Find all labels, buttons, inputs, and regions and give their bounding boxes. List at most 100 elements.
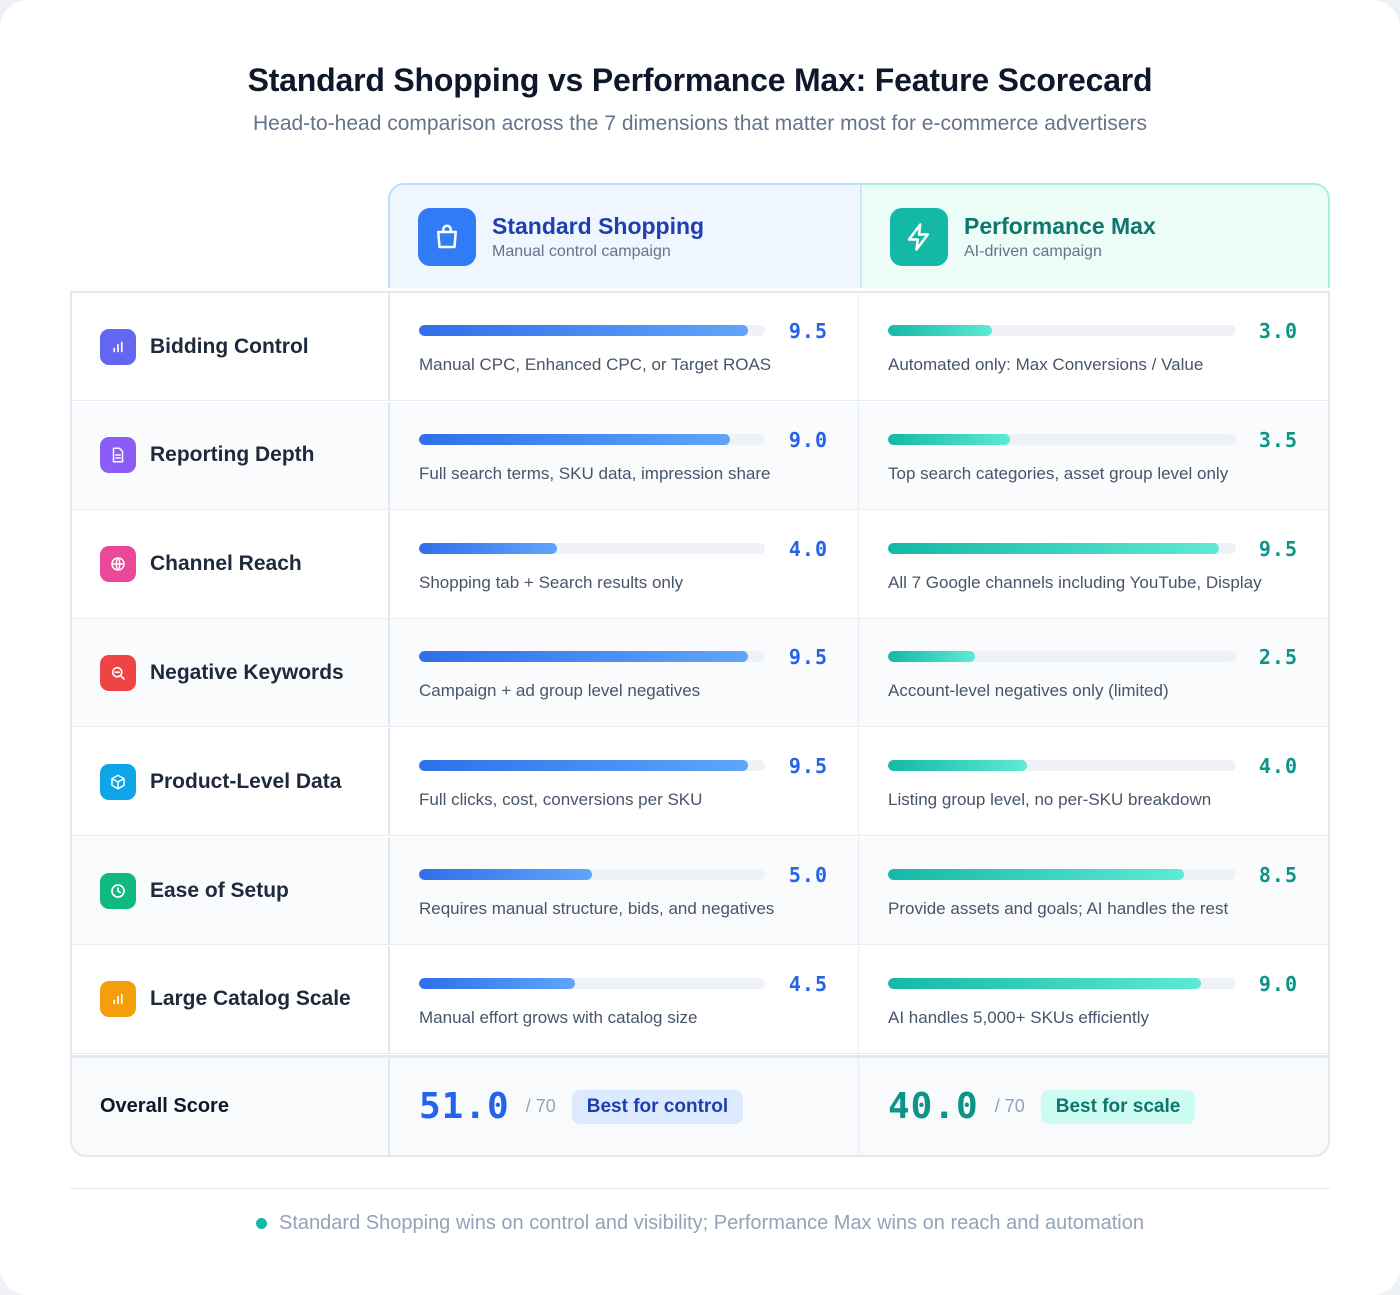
score-note: Automated only: Max Conversions / Value <box>888 355 1204 374</box>
pmax-score-cell: 2.5 Account-level negatives only (limited… <box>859 619 1328 726</box>
overall-score-row: Overall Score 51.0 / 70 Best for control… <box>72 1055 1328 1155</box>
pmax-score-cell: 8.5 Provide assets and goals; AI handles … <box>859 837 1328 944</box>
standard-score-cell: 5.0 Requires manual structure, bids, and … <box>390 837 859 944</box>
standard-score-cell: 9.5 Full clicks, cost, conversions per SK… <box>390 728 859 836</box>
document-icon <box>100 437 136 474</box>
standard-total-score: 51.0 <box>419 1086 510 1127</box>
score-bar-track <box>419 869 765 880</box>
search-minus-icon <box>100 654 136 691</box>
score-bar <box>419 542 558 554</box>
score-value: 9.0 <box>1258 971 1298 996</box>
dimension-label-cell: Negative Keywords <box>72 619 390 727</box>
score-bar <box>888 433 1010 445</box>
cube-icon <box>100 763 136 800</box>
footer-text: Standard Shopping wins on control and vi… <box>279 1212 1144 1234</box>
dimension-label-cell: Ease of Setup <box>72 837 390 944</box>
score-value: 2.5 <box>1258 645 1298 670</box>
table-row: Ease of Setup 5.0 Requires manual structur… <box>72 837 1328 945</box>
table-row: Reporting Depth 9.0 Full search terms, SKU… <box>72 401 1328 510</box>
score-value: 5.0 <box>788 863 828 887</box>
table-row: Bidding Control 9.5 Manual CPC, Enhanced C… <box>72 293 1328 401</box>
pmax-score-cell: 3.0 Automated only: Max Conversions / Val… <box>859 293 1328 400</box>
dimension-label-cell: Product-Level Data <box>72 728 390 836</box>
score-bar <box>419 325 748 336</box>
dimension-label-cell: Reporting Depth <box>72 401 390 509</box>
score-bar-track <box>888 325 1236 336</box>
table-row: Negative Keywords 9.5 Campaign + ad group … <box>72 619 1328 728</box>
score-bar <box>888 977 1202 989</box>
page-title: Standard Shopping vs Performance Max: Fe… <box>247 62 1153 98</box>
dimension-name: Bidding Control <box>150 334 309 358</box>
score-value: 3.0 <box>1258 319 1298 343</box>
standard-score-cell: 4.0 Shopping tab + Search results only <box>390 510 859 618</box>
score-note: AI handles 5,000+ SKUs efficiently <box>888 1007 1149 1027</box>
overall-score-label-cell: Overall Score <box>72 1058 390 1155</box>
standard-shopping-header: Standard Shopping Manual control campaig… <box>388 183 860 288</box>
standard-score-cell: 4.5 Manual effort grows with catalog size <box>390 945 859 1053</box>
pmax-badge: Best for scale <box>1040 1089 1196 1124</box>
table-row: Channel Reach 4.0 Shopping tab + Search re… <box>72 510 1328 619</box>
standard-total-max: / 70 <box>525 1096 556 1116</box>
pmax-score-cell: 4.0 Listing group level, no per-SKU break… <box>859 728 1328 835</box>
score-bar <box>419 869 592 880</box>
score-note: Provide assets and goals; AI handles the… <box>888 899 1229 918</box>
score-note: Listing group level, no per-SKU breakdow… <box>888 790 1212 810</box>
score-bar-track <box>419 760 765 772</box>
standard-overall-cell: 51.0 / 70 Best for control <box>390 1058 859 1155</box>
dimension-name: Large Catalog Scale <box>150 987 351 1011</box>
dimension-name: Product-Level Data <box>150 769 342 793</box>
standard-score-cell: 9.0 Full search terms, SKU data, impressi… <box>390 401 859 509</box>
score-value: 9.0 <box>788 427 828 452</box>
standard-badge: Best for control <box>571 1089 744 1124</box>
score-bar-track <box>888 760 1236 772</box>
score-bar-track <box>888 542 1236 554</box>
lightning-icon <box>890 207 948 266</box>
score-bar <box>419 760 748 772</box>
score-value: 4.5 <box>788 971 828 996</box>
scorecard-table: Bidding Control 9.5 Manual CPC, Enhanced C… <box>70 291 1330 1157</box>
bar-chart-icon <box>100 981 136 1018</box>
score-value: 9.5 <box>1258 536 1298 561</box>
score-bar-track <box>419 433 765 445</box>
dimension-name: Channel Reach <box>150 552 302 576</box>
score-bar <box>888 651 975 663</box>
shopping-bag-icon <box>418 207 476 266</box>
score-value: 4.0 <box>1258 754 1298 779</box>
score-note: Manual effort grows with catalog size <box>419 1007 698 1027</box>
table-row: Large Catalog Scale 4.5 Manual effort grow… <box>72 945 1328 1054</box>
score-value: 3.5 <box>1258 427 1298 452</box>
score-bar <box>888 325 993 336</box>
score-note: Manual CPC, Enhanced CPC, or Target ROAS <box>419 355 772 374</box>
dimension-name: Negative Keywords <box>150 660 344 684</box>
pmax-overall-cell: 40.0 / 70 Best for scale <box>859 1058 1328 1155</box>
score-bar <box>888 869 1184 880</box>
standard-score-cell: 9.5 Campaign + ad group level negatives <box>390 619 859 727</box>
score-value: 9.5 <box>788 319 828 343</box>
table-row: Product-Level Data 9.5 Full clicks, cost, … <box>72 728 1328 837</box>
standard-shopping-desc: Manual control campaign <box>492 242 671 260</box>
standard-shopping-name: Standard Shopping <box>492 212 705 239</box>
performance-max-name: Performance Max <box>964 212 1156 239</box>
dimension-label-cell: Channel Reach <box>72 510 390 618</box>
footer-note: Standard Shopping wins on control and vi… <box>0 1212 1400 1235</box>
performance-max-header: Performance Max AI-driven campaign <box>860 183 1330 288</box>
dimension-label-cell: Large Catalog Scale <box>72 945 390 1053</box>
score-bar-track <box>888 433 1236 445</box>
bar-chart-icon <box>100 328 136 365</box>
score-bar-track <box>419 325 765 336</box>
pmax-score-cell: 9.0 AI handles 5,000+ SKUs efficiently <box>859 946 1328 1053</box>
score-bar <box>419 433 731 445</box>
score-note: Full clicks, cost, conversions per SKU <box>419 790 703 810</box>
score-bar <box>419 651 748 663</box>
performance-max-desc: AI-driven campaign <box>964 242 1102 260</box>
score-bar-track <box>888 651 1236 663</box>
score-bar-track <box>888 977 1236 989</box>
page-subtitle: Head-to-head comparison across the 7 dim… <box>252 112 1148 135</box>
score-note: Top search categories, asset group level… <box>888 463 1229 483</box>
standard-score-cell: 9.5 Manual CPC, Enhanced CPC, or Target R… <box>390 293 859 400</box>
score-bar-track <box>419 977 765 989</box>
bullet-dot-icon <box>256 1218 268 1229</box>
dimension-name: Reporting Depth <box>150 443 315 467</box>
score-bar-track <box>888 869 1236 880</box>
